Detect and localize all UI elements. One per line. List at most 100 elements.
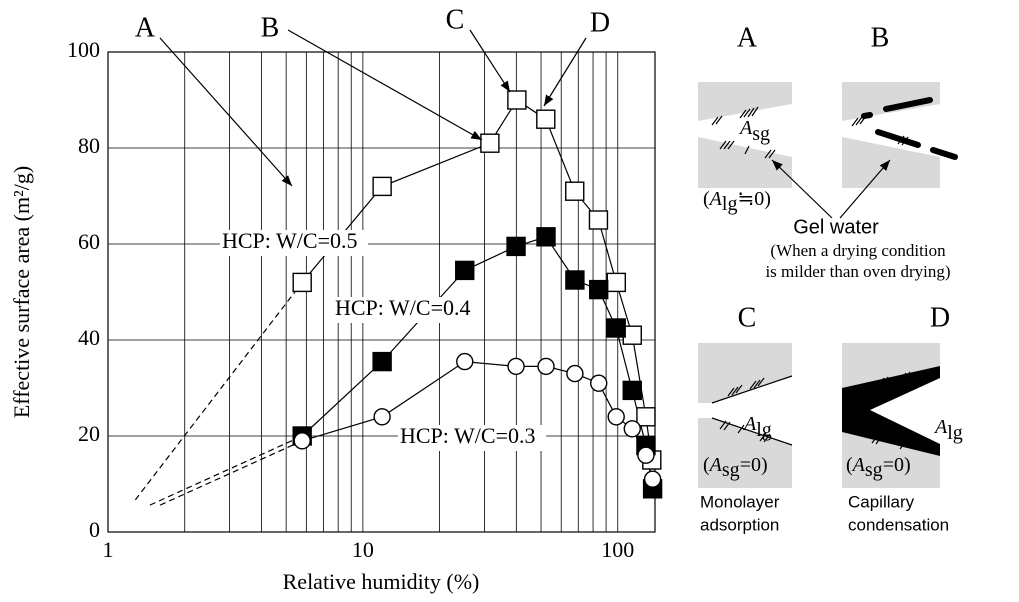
hatch bbox=[711, 106, 776, 159]
extrapolation-line bbox=[134, 282, 303, 501]
marker bbox=[622, 325, 642, 345]
caption: adsorption bbox=[700, 515, 779, 534]
callout-arrow bbox=[159, 37, 293, 187]
suffix: =0) bbox=[883, 454, 911, 476]
subscript: lg bbox=[947, 422, 963, 444]
hatch bbox=[719, 377, 771, 443]
plot: 0 20 40 60 80 100 1 10 100 HCP: W/C=0.5 HCP: W/C=0… bbox=[67, 37, 663, 562]
marker bbox=[480, 133, 500, 153]
marker bbox=[292, 272, 312, 293]
marker bbox=[372, 351, 392, 372]
symbol: A bbox=[742, 413, 757, 435]
marker bbox=[623, 420, 641, 438]
panel-a: A Asg (Alg≒0) bbox=[698, 22, 792, 215]
marker bbox=[606, 272, 627, 293]
marker bbox=[606, 318, 626, 338]
marker bbox=[636, 407, 656, 427]
solid bbox=[698, 137, 792, 188]
layer bbox=[711, 375, 793, 404]
y-tick-label: 0 bbox=[89, 517, 100, 542]
symbol: A bbox=[708, 454, 723, 476]
label-backing bbox=[398, 425, 546, 451]
plot-frame bbox=[107, 51, 656, 533]
x-tick-label: 10 bbox=[352, 537, 374, 562]
callout-label: D bbox=[590, 7, 610, 38]
surface-label: Alg bbox=[933, 416, 963, 444]
solid bbox=[698, 418, 792, 488]
subscript: sg bbox=[752, 123, 770, 145]
marker bbox=[589, 279, 609, 300]
marker bbox=[565, 270, 585, 290]
x-tick-label: 100 bbox=[601, 537, 634, 562]
symbol: A bbox=[933, 416, 948, 438]
callout-label: C bbox=[446, 4, 465, 35]
gel-note: is milder than oven drying) bbox=[765, 262, 950, 281]
marker bbox=[588, 210, 609, 230]
callout-arrow bbox=[287, 29, 483, 141]
subscript: lg bbox=[722, 193, 738, 215]
panel-c: C Alg (Asg=0) Monolayer adsorption bbox=[698, 302, 793, 534]
extrapolation-line bbox=[159, 440, 303, 506]
symbol: A bbox=[851, 454, 866, 476]
marker bbox=[622, 380, 642, 401]
prefix: ( bbox=[703, 188, 710, 210]
series-annotation: HCP: W/C=0.4 bbox=[335, 295, 470, 320]
panel-label: B bbox=[871, 22, 890, 53]
marker bbox=[566, 364, 584, 383]
marker bbox=[637, 446, 655, 464]
marker bbox=[643, 470, 662, 488]
panel-d: D Alg (Asg=0) Capillary condensation bbox=[842, 302, 963, 534]
panel-label: C bbox=[738, 302, 757, 333]
y-tick-label: 80 bbox=[78, 133, 100, 158]
surface-label: Alg bbox=[742, 413, 772, 441]
panel-b: B Gel water (When a drying condition is … bbox=[765, 22, 958, 281]
surface-label: Asg bbox=[738, 117, 770, 145]
marker bbox=[455, 260, 475, 281]
subscript: sg bbox=[865, 459, 883, 481]
caption: Monolayer bbox=[700, 492, 780, 511]
marker bbox=[536, 109, 556, 129]
marker bbox=[293, 432, 311, 450]
panel-label: D bbox=[930, 302, 950, 333]
y-tick-label: 40 bbox=[78, 325, 100, 350]
solid bbox=[842, 137, 940, 188]
note: (Asg=0) bbox=[846, 454, 911, 481]
label-backing bbox=[333, 297, 481, 323]
note: (Alg≒0) bbox=[703, 188, 771, 215]
y-tick-label: 20 bbox=[78, 421, 100, 446]
callout-label: A bbox=[135, 12, 156, 43]
callout-arrow bbox=[543, 37, 587, 107]
subscript: sg bbox=[722, 459, 740, 481]
subscript: lg bbox=[756, 419, 772, 441]
extrapolation-line bbox=[149, 435, 303, 506]
callout-arrow bbox=[469, 29, 511, 93]
y-tick-label: 60 bbox=[78, 229, 100, 254]
suffix: =0) bbox=[740, 454, 768, 476]
marker bbox=[565, 181, 585, 201]
symbol: A bbox=[738, 117, 753, 139]
solid bbox=[842, 82, 940, 121]
marker bbox=[590, 374, 608, 392]
solid bbox=[698, 82, 792, 121]
x-axis-label: Relative humidity (%) bbox=[283, 569, 480, 594]
caption: Capillary bbox=[848, 492, 915, 511]
gel-note: (When a drying condition bbox=[770, 241, 946, 260]
y-tick-label: 100 bbox=[67, 37, 100, 62]
marker bbox=[507, 357, 525, 376]
hatch bbox=[871, 371, 911, 450]
arrow bbox=[839, 159, 891, 219]
callout-label: B bbox=[261, 12, 280, 43]
symbol: A bbox=[708, 188, 723, 210]
prefix: ( bbox=[846, 454, 853, 476]
marker bbox=[537, 357, 555, 376]
solid bbox=[698, 343, 792, 403]
arrow bbox=[771, 159, 833, 219]
marker bbox=[506, 236, 526, 257]
gel-water-label: Gel water bbox=[793, 216, 879, 238]
y-axis-label: Effective surface area (m²/g) bbox=[9, 166, 34, 418]
gel-water-layer bbox=[861, 97, 958, 160]
prefix: ( bbox=[703, 454, 710, 476]
x-tick-label: 1 bbox=[103, 537, 114, 562]
note: (Asg=0) bbox=[703, 454, 768, 481]
